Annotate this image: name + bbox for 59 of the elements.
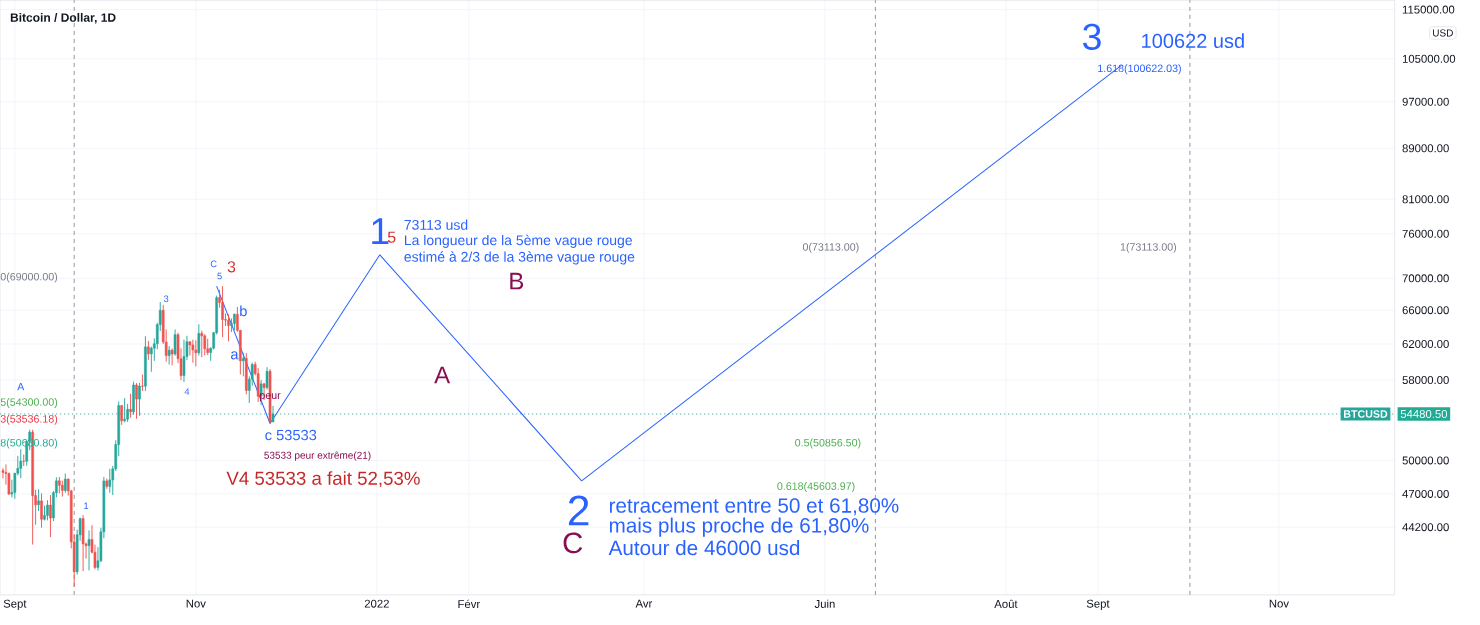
x-tick-label: Nov bbox=[186, 599, 206, 608]
annotation: 3(53536.18) bbox=[0, 414, 58, 425]
annotation: C bbox=[210, 260, 217, 268]
annotation: 0.5(50856.50) bbox=[795, 438, 861, 449]
annotation: 0(73113.00) bbox=[802, 242, 859, 253]
annotation: estimé à 2/3 de la 3ème vague rouge bbox=[404, 251, 635, 265]
y-tick-label: 62000.00 bbox=[1402, 340, 1449, 349]
annotation: A bbox=[434, 366, 451, 384]
y-tick-label: 105000.00 bbox=[1402, 54, 1456, 63]
annotation: V4 53533 a fait 52,53% bbox=[226, 471, 420, 488]
annotation: 1 bbox=[84, 502, 89, 509]
annotation: c 53533 bbox=[265, 429, 317, 441]
annotation: a bbox=[230, 351, 239, 360]
x-tick-label: 2022 bbox=[364, 599, 389, 608]
annotation: A bbox=[17, 383, 25, 391]
annotation: 1 bbox=[372, 218, 389, 244]
annotation: 3 bbox=[227, 261, 236, 273]
annotation: 0.618(45603.97) bbox=[777, 482, 855, 493]
annotation: 3 bbox=[163, 295, 169, 303]
x-tick-label: Juin bbox=[814, 599, 835, 608]
annotation: 3 bbox=[1083, 23, 1101, 51]
x-tick-label: Sept bbox=[1086, 599, 1110, 610]
annotation: B bbox=[510, 272, 524, 290]
x-tick-label: Nov bbox=[1269, 599, 1289, 608]
annotation: 4 bbox=[184, 388, 190, 395]
y-tick-label: 70000.00 bbox=[1402, 274, 1449, 283]
y-tick-label: 58000.00 bbox=[1402, 376, 1449, 385]
y-tick-label: 76000.00 bbox=[1402, 229, 1449, 238]
annotation: 5 bbox=[217, 272, 222, 280]
y-tick-label: 89000.00 bbox=[1402, 144, 1449, 153]
x-tick-label: Avr bbox=[635, 599, 653, 608]
annotation: 0(69000.00) bbox=[0, 272, 58, 283]
y-tick-label: 50000.00 bbox=[1402, 456, 1449, 465]
y-tick-label: 47000.00 bbox=[1402, 489, 1449, 498]
annotation: 2 bbox=[568, 495, 589, 526]
y-axis-title: USD bbox=[1433, 29, 1453, 37]
annotation: 5(54300.00) bbox=[0, 397, 58, 408]
annotation: La longueur de la 5ème vague rouge bbox=[404, 234, 632, 248]
x-tick-label: Août bbox=[994, 599, 1018, 608]
ref-line-label: BTCUSD bbox=[1344, 410, 1388, 418]
annotation: Autour de 46000 usd bbox=[608, 540, 800, 556]
annotation: 73113 usd bbox=[404, 219, 468, 230]
annotation: retracement entre 50 et 61,80% bbox=[609, 498, 899, 516]
y-tick-label: 81000.00 bbox=[1402, 195, 1449, 204]
annotation: 5 bbox=[387, 231, 396, 243]
annotation: C bbox=[563, 532, 583, 554]
annotation: 1(73113.00) bbox=[1120, 242, 1177, 253]
text: 54480.50 bbox=[1400, 409, 1448, 418]
y-tick-label: 97000.00 bbox=[1402, 97, 1449, 106]
y-tick-label: 66000.00 bbox=[1402, 306, 1449, 315]
annotation: 53533 peur extrême(21) bbox=[264, 451, 371, 461]
x-tick-label: Sept bbox=[3, 599, 27, 610]
y-tick-label: 44200.00 bbox=[1402, 523, 1449, 532]
annotation: 100622 usd bbox=[1142, 33, 1244, 49]
x-tick-label: Févr bbox=[458, 599, 480, 609]
y-tick-label: 115000.00 bbox=[1402, 5, 1455, 14]
text: Bitcoin / Dollar, 1D bbox=[10, 12, 116, 24]
annotation: mais plus proche de 61,80% bbox=[609, 517, 869, 537]
annotation: b bbox=[240, 305, 247, 317]
